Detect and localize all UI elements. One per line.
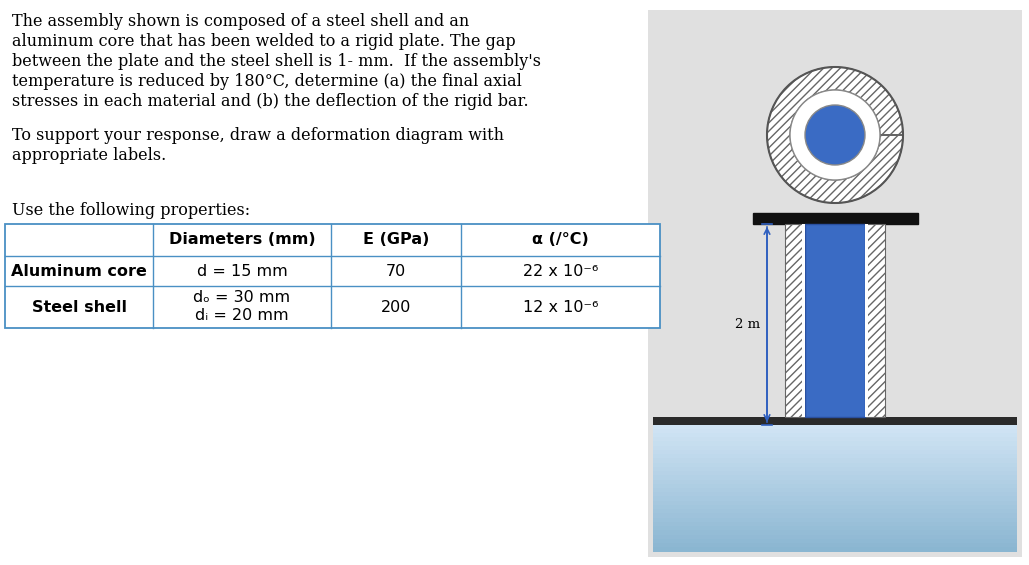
Bar [653,480,1017,484]
Bar [653,454,1017,459]
Bar [653,429,1017,433]
Bar [653,463,1017,467]
Bar [752,213,918,224]
Bar [5,224,660,328]
Text: Aluminum core: Aluminum core [11,263,147,279]
Text: 12 x 10⁻⁶: 12 x 10⁻⁶ [523,299,598,315]
Bar [865,224,868,417]
Bar [653,526,1017,531]
Bar [653,534,1017,540]
Bar [653,446,1017,450]
Bar [653,475,1017,480]
Bar [653,539,1017,544]
Text: 200: 200 [381,299,412,315]
Bar [865,224,885,417]
Bar [653,433,1017,438]
Text: Use the following properties:: Use the following properties: [12,202,250,219]
Bar [653,484,1017,489]
Text: between the plate and the steel shell is 1- mm.  If the assembly's: between the plate and the steel shell is… [12,53,541,70]
Bar [648,10,1022,557]
Bar [653,543,1017,547]
Bar [653,450,1017,455]
Bar [653,417,1017,425]
Bar [653,492,1017,497]
Bar [653,488,1017,493]
Text: Diameters (mm): Diameters (mm) [169,233,315,247]
Text: 22 x 10⁻⁶: 22 x 10⁻⁶ [523,263,598,279]
Bar [653,514,1017,518]
Text: dₒ = 30 mm: dₒ = 30 mm [193,290,290,306]
Bar [653,467,1017,472]
Text: 70: 70 [386,263,406,279]
Bar [653,547,1017,552]
Bar [802,224,805,417]
Text: 2 m: 2 m [735,318,760,331]
Bar [653,509,1017,514]
Bar [653,424,1017,429]
Text: Steel shell: Steel shell [32,299,127,315]
Text: appropriate labels.: appropriate labels. [12,147,167,164]
Bar [785,224,805,417]
Bar [805,224,865,417]
Bar [653,505,1017,510]
Bar [653,458,1017,463]
Bar [653,522,1017,527]
Text: The assembly shown is composed of a steel shell and an: The assembly shown is composed of a stee… [12,13,469,30]
Text: stresses in each material and (b) the deflection of the rigid bar.: stresses in each material and (b) the de… [12,93,529,110]
Bar [653,441,1017,446]
Text: To support your response, draw a deformation diagram with: To support your response, draw a deforma… [12,127,504,144]
Bar [653,437,1017,442]
Text: aluminum core that has been welded to a rigid plate. The gap: aluminum core that has been welded to a … [12,33,516,50]
Circle shape [805,105,865,165]
Bar [653,501,1017,506]
Bar [653,518,1017,523]
Text: temperature is reduced by 180°C, determine (a) the final axial: temperature is reduced by 180°C, determi… [12,73,522,90]
Bar [653,531,1017,535]
Text: dᵢ = 20 mm: dᵢ = 20 mm [196,308,289,324]
Text: E (GPa): E (GPa) [363,233,429,247]
Text: d = 15 mm: d = 15 mm [197,263,287,279]
Polygon shape [767,67,903,203]
Bar [653,471,1017,476]
Text: α (/°C): α (/°C) [532,233,589,247]
Bar [653,497,1017,501]
Polygon shape [790,90,880,180]
